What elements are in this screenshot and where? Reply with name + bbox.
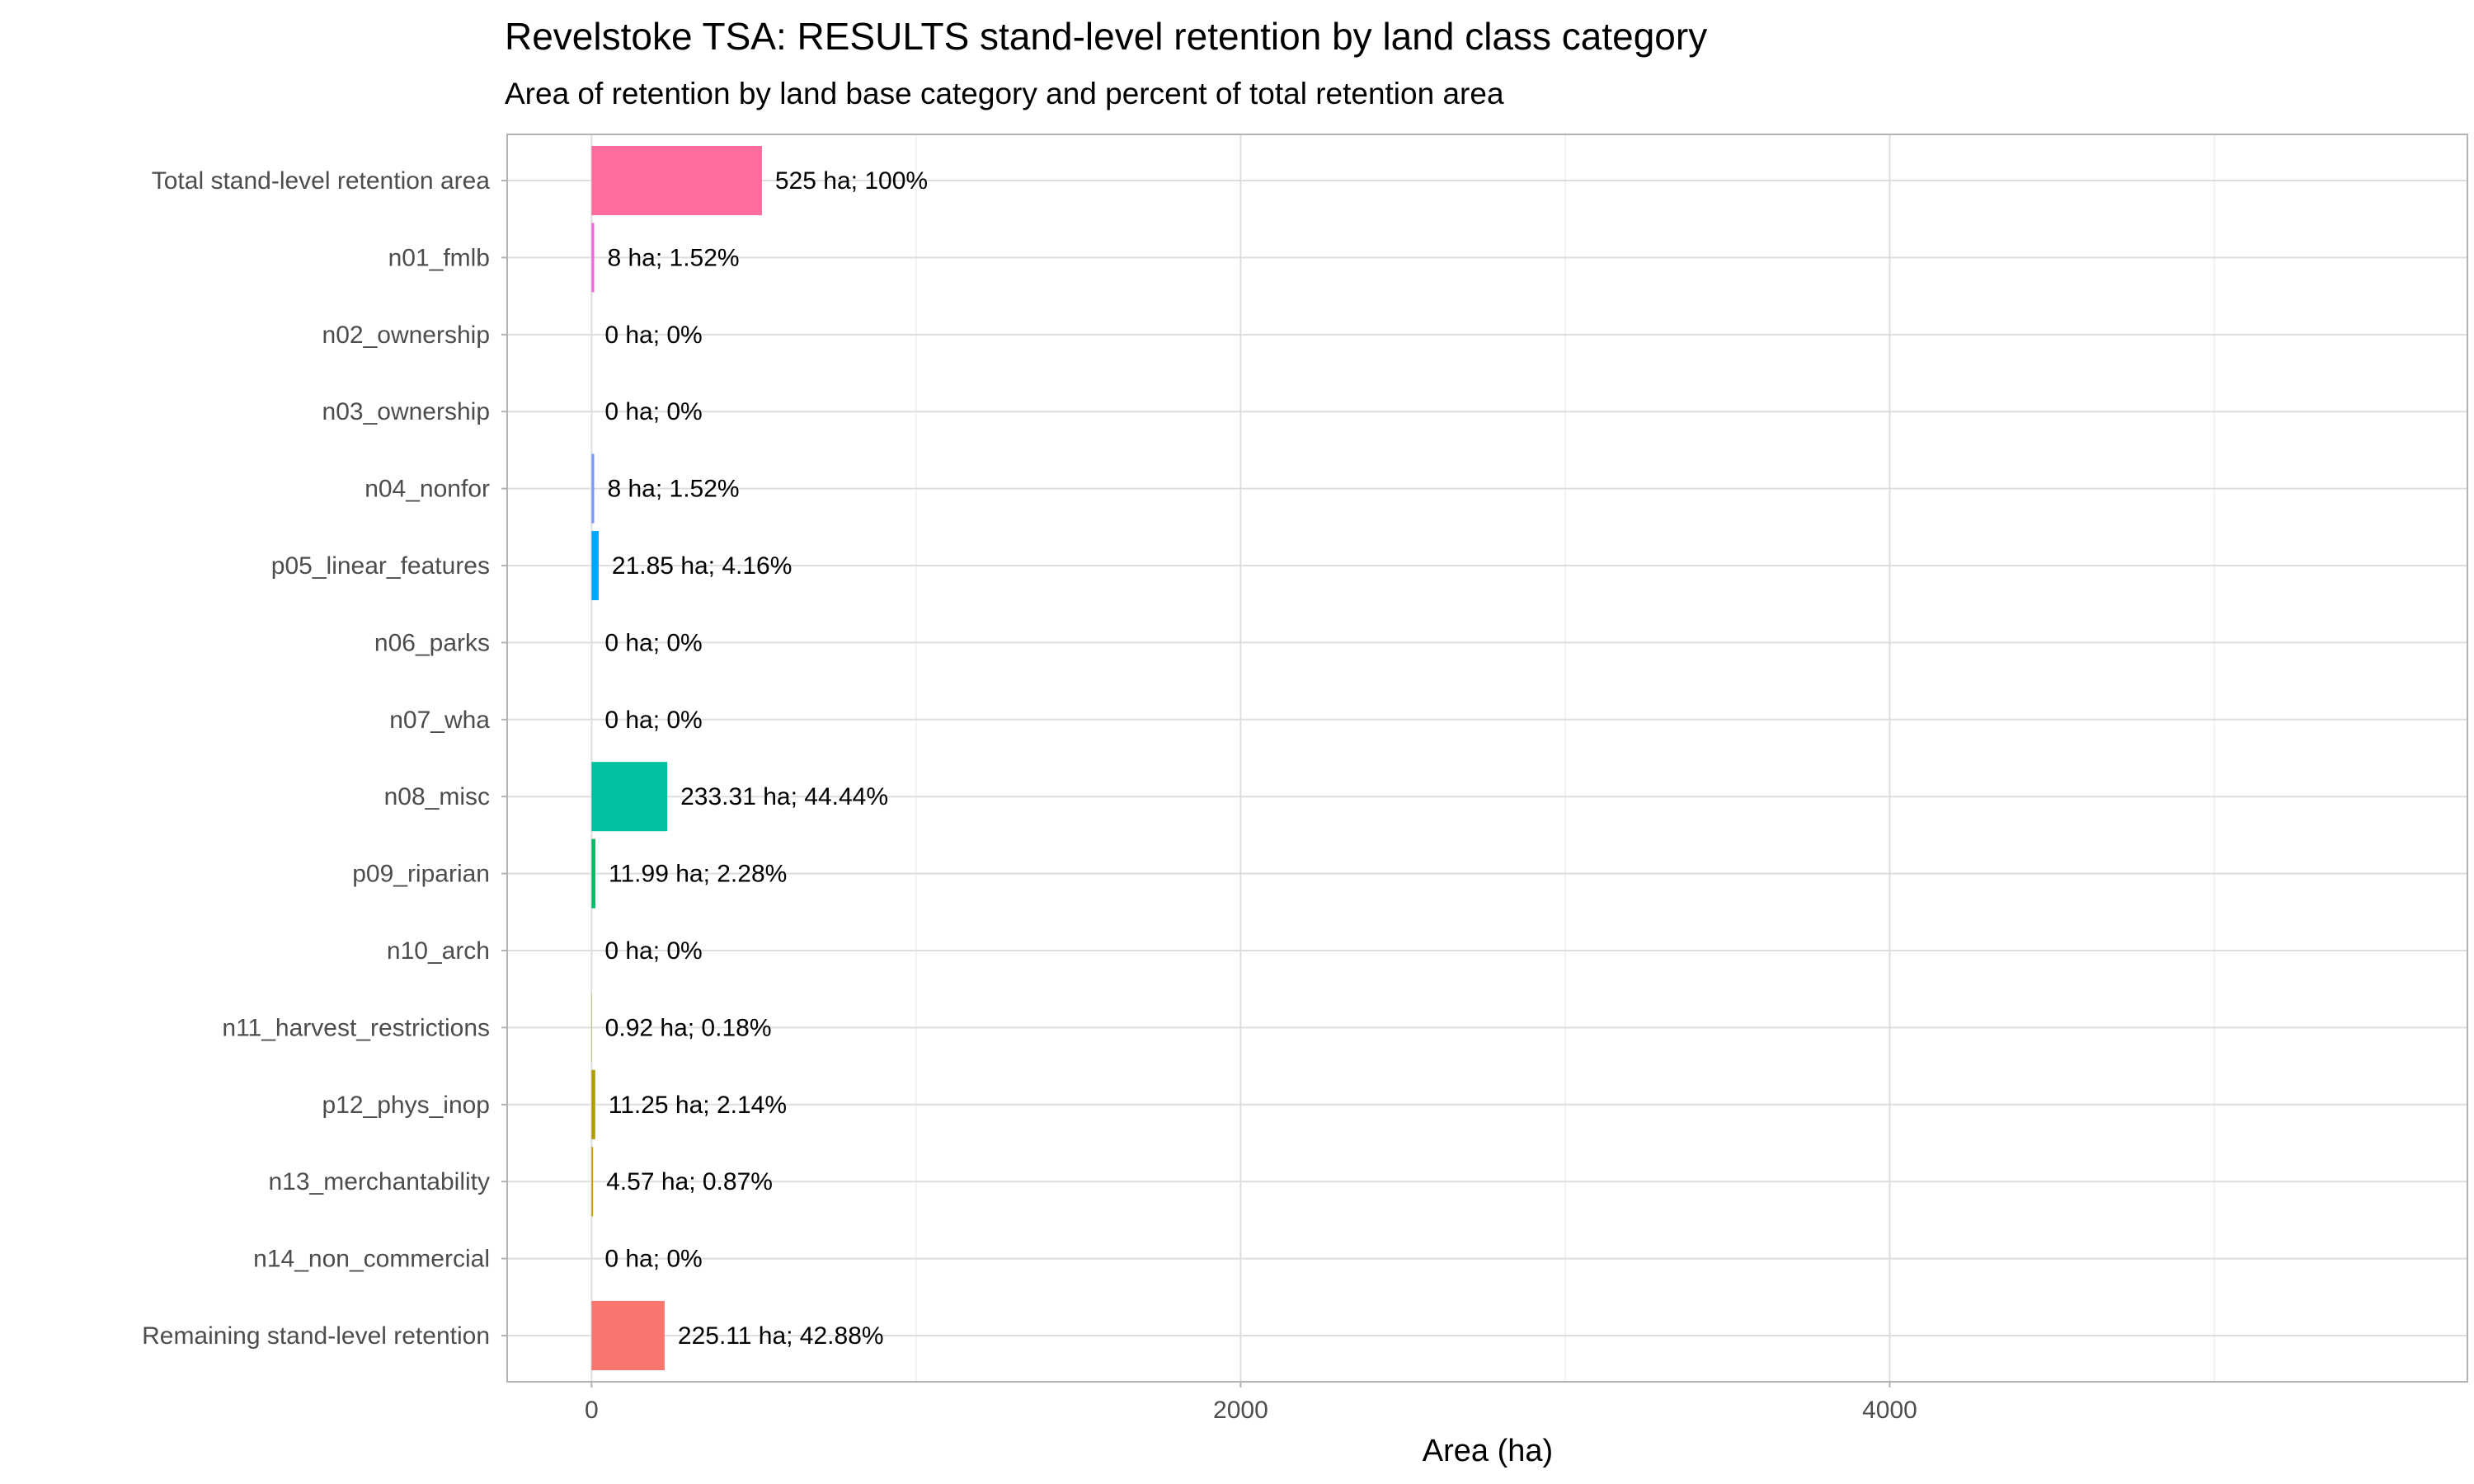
- bar: [591, 146, 762, 216]
- y-tick-label: n07_wha: [389, 707, 490, 734]
- y-tick-label: p09_riparian: [352, 861, 490, 888]
- data-labels: 525 ha; 100% 8 ha; 1.52% 0 ha; 0% 0 ha; 0% 8…: [604, 167, 928, 1350]
- data-label: 0 ha; 0%: [604, 937, 702, 965]
- y-tick-label: n14_non_commercial: [253, 1246, 490, 1273]
- data-label: 21.85 ha; 4.16%: [612, 552, 793, 580]
- x-axis-tick-labels: 0 2000 4000: [585, 1382, 1917, 1424]
- y-axis-tick-labels: Total stand-level retention area n01_fmlb…: [142, 167, 507, 1350]
- bar: [591, 453, 595, 524]
- y-tick-label: n08_misc: [384, 783, 490, 810]
- y-tick-label: n01_fmlb: [388, 244, 490, 271]
- chart-subtitle: Area of retention by land base category …: [505, 77, 1504, 110]
- bar: [591, 762, 668, 832]
- y-tick-label: Total stand-level retention area: [152, 167, 491, 195]
- bar: [591, 1147, 594, 1217]
- data-label: 0 ha; 0%: [604, 707, 702, 734]
- data-label: 0 ha; 0%: [604, 1246, 702, 1273]
- data-label: 0.92 ha; 0.18%: [605, 1014, 772, 1041]
- y-tick-label: n03_ownership: [322, 398, 490, 425]
- bar: [591, 1069, 595, 1139]
- data-label: 8 ha; 1.52%: [607, 244, 739, 271]
- x-tick-label: 2000: [1213, 1397, 1268, 1424]
- data-label: 525 ha; 100%: [775, 167, 928, 195]
- bar: [591, 530, 599, 601]
- y-tick-label: p12_phys_inop: [322, 1092, 490, 1119]
- y-tick-label: Remaining stand-level retention: [142, 1322, 490, 1350]
- plot-panel: [506, 134, 2468, 1383]
- bar: [591, 1300, 665, 1370]
- x-axis-label: Area (ha): [1423, 1434, 1553, 1468]
- data-label: 11.99 ha; 2.28%: [609, 861, 787, 888]
- y-tick-label: p05_linear_features: [271, 552, 490, 580]
- bar: [591, 223, 595, 293]
- x-tick-label: 4000: [1862, 1397, 1917, 1424]
- data-label: 4.57 ha; 0.87%: [606, 1168, 773, 1195]
- data-label: 11.25 ha; 2.14%: [609, 1092, 787, 1119]
- y-tick-label: n04_nonfor: [365, 476, 490, 503]
- gridlines: [507, 134, 2467, 1382]
- x-tick-label: 0: [585, 1397, 599, 1424]
- y-tick-label: n06_parks: [374, 629, 490, 656]
- data-label: 233.31 ha; 44.44%: [680, 783, 888, 810]
- data-label: 0 ha; 0%: [604, 322, 702, 349]
- bar: [591, 838, 596, 909]
- data-label: 0 ha; 0%: [604, 398, 702, 425]
- data-label: 8 ha; 1.52%: [607, 476, 739, 503]
- data-label: 0 ha; 0%: [604, 629, 702, 656]
- y-tick-label: n11_harvest_restrictions: [222, 1014, 490, 1041]
- data-label: 225.11 ha; 42.88%: [678, 1322, 884, 1350]
- y-tick-label: n02_ownership: [322, 322, 490, 349]
- y-tick-label: n10_arch: [387, 937, 490, 965]
- y-tick-label: n13_merchantability: [269, 1168, 491, 1195]
- bars: [591, 146, 762, 1370]
- chart-title: Revelstoke TSA: RESULTS stand-level rete…: [505, 15, 1707, 58]
